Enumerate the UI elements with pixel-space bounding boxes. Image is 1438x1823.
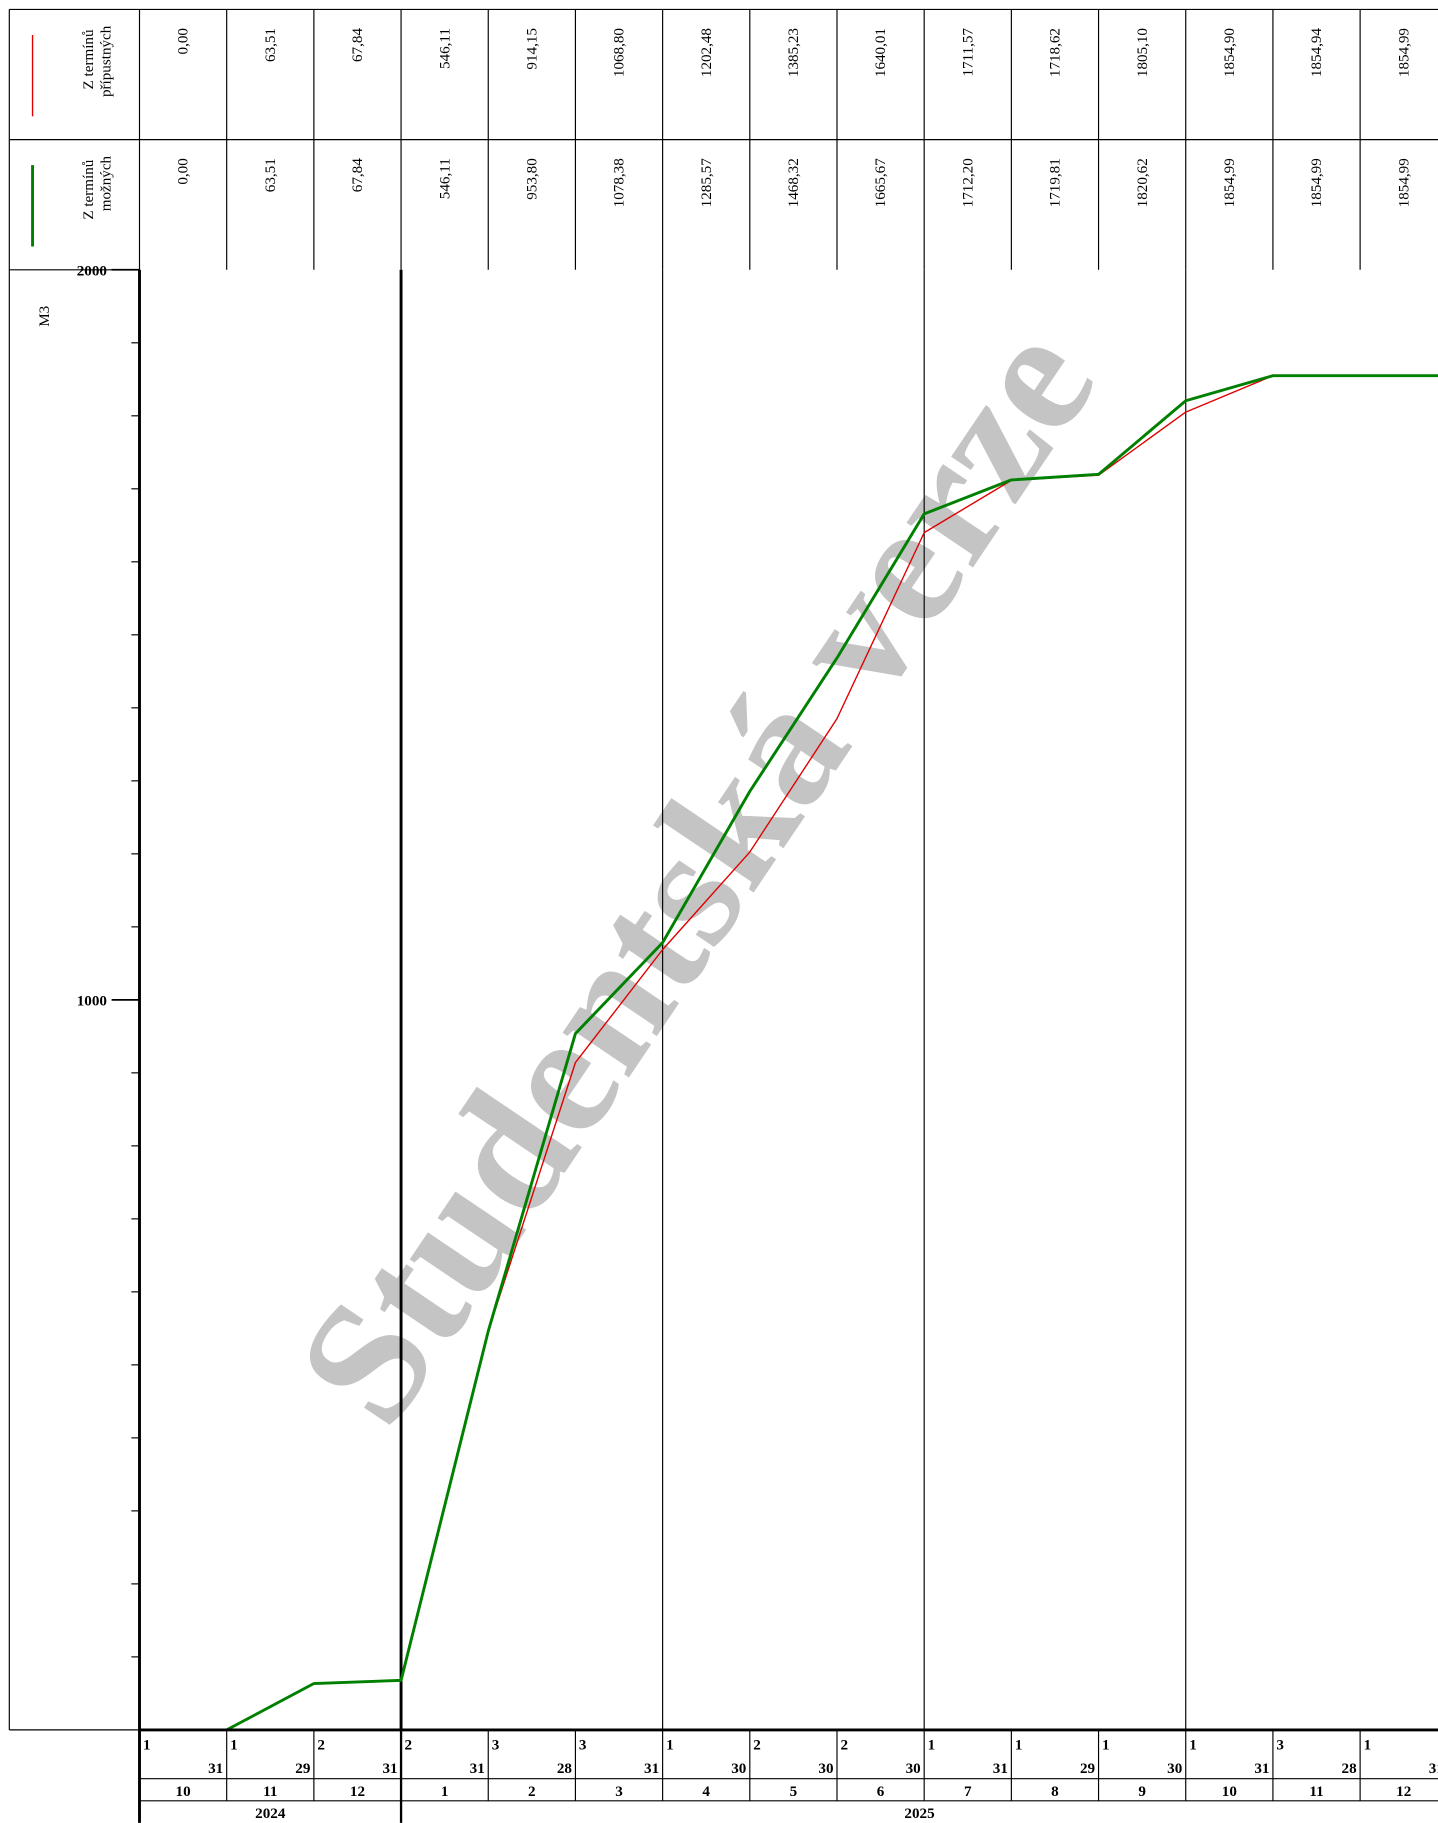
value-cell: 1805,10 [1135,28,1151,77]
day-start: 1 [1364,1738,1372,1754]
value-cell: 1854,99 [1396,158,1412,207]
y-tick-label: 1000 [77,994,107,1010]
month-label: 5 [790,1784,798,1800]
month-label: 10 [176,1784,191,1800]
day-start: 1 [1189,1738,1197,1754]
day-end: 31 [1429,1761,1438,1777]
day-end: 31 [208,1761,223,1777]
month-label: 7 [964,1784,972,1800]
value-cell: 1820,62 [1135,158,1151,207]
month-label: 6 [877,1784,885,1800]
month-label: 11 [263,1784,277,1800]
day-start: 1 [1102,1738,1110,1754]
value-cell: 546,11 [437,158,453,199]
value-cell: 67,84 [350,28,366,62]
legend-label-line: Z termínů [81,156,97,220]
value-cell: 914,15 [524,28,540,70]
year-label: 2024 [255,1806,286,1822]
legend-label: Z termínů přípustných [81,25,114,97]
month-label: 3 [615,1784,623,1800]
value-cell: 1854,99 [1222,158,1238,207]
value-cell: 1468,32 [786,158,802,207]
day-start: 1 [143,1738,151,1754]
month-label: 8 [1051,1784,1059,1800]
day-end: 31 [470,1761,485,1777]
value-cell: 1854,94 [1309,28,1325,78]
value-cell: 1068,80 [612,28,628,77]
value-cell: 63,51 [263,158,279,192]
month-label: 11 [1309,1784,1323,1800]
day-end: 31 [382,1761,397,1777]
day-start: 1 [928,1738,936,1754]
value-cell: 1854,90 [1222,28,1238,77]
value-cell: 1385,23 [786,28,802,77]
month-label: 4 [702,1784,710,1800]
value-cell: 1665,67 [873,158,889,208]
legend-label-line: možných [98,155,114,211]
month-label: 12 [1396,1784,1411,1800]
value-cell: 1078,38 [612,158,628,207]
value-cell: 67,84 [350,158,366,192]
day-start: 2 [753,1738,761,1754]
day-start: 3 [579,1738,587,1754]
legend-label-line: Z termínů [81,26,97,90]
month-label: 9 [1138,1784,1146,1800]
value-cell: 1854,99 [1309,158,1325,207]
day-end: 29 [1080,1761,1096,1777]
series-line [226,374,1438,1732]
day-start: 1 [230,1738,238,1754]
value-cell: 1285,57 [699,158,715,208]
day-start: 1 [1015,1738,1023,1754]
day-end: 29 [295,1761,311,1777]
day-end: 28 [1342,1761,1358,1777]
day-end: 28 [557,1761,573,1777]
day-end: 30 [731,1761,746,1777]
value-cell: 1712,20 [960,158,976,207]
value-cell: 0,00 [176,158,192,184]
day-start: 2 [317,1738,325,1754]
day-start: 3 [1276,1738,1284,1754]
month-label: 1 [441,1784,449,1800]
value-cell: 1640,01 [873,28,889,77]
value-cell: 953,80 [524,158,540,200]
value-cell: 1202,48 [699,28,715,77]
month-label: 2 [528,1784,536,1800]
value-cell: 1718,62 [1048,28,1064,77]
day-end: 30 [818,1761,833,1777]
day-end: 30 [906,1761,921,1777]
value-cell: 546,11 [437,28,453,69]
day-start: 2 [405,1738,413,1754]
value-cell: 1719,81 [1048,158,1064,207]
day-end: 31 [993,1761,1008,1777]
day-start: 3 [492,1738,500,1754]
y-axis-label: M3 [37,306,53,327]
value-cell: 63,51 [263,28,279,62]
month-label: 12 [350,1784,365,1800]
month-label: 10 [1222,1784,1237,1800]
day-end: 31 [1254,1761,1269,1777]
y-tick-label: 2000 [77,264,107,280]
day-start: 1 [666,1738,674,1754]
value-cell: 0,00 [176,28,192,54]
day-end: 31 [644,1761,659,1777]
legend-label: Z termínů možných [81,155,114,219]
value-cell: 1711,57 [960,28,976,77]
value-cell: 1854,99 [1396,28,1412,77]
year-label: 2025 [904,1806,934,1822]
legend-label-line: přípustných [98,25,114,97]
day-start: 2 [840,1738,848,1754]
day-end: 30 [1167,1761,1182,1777]
